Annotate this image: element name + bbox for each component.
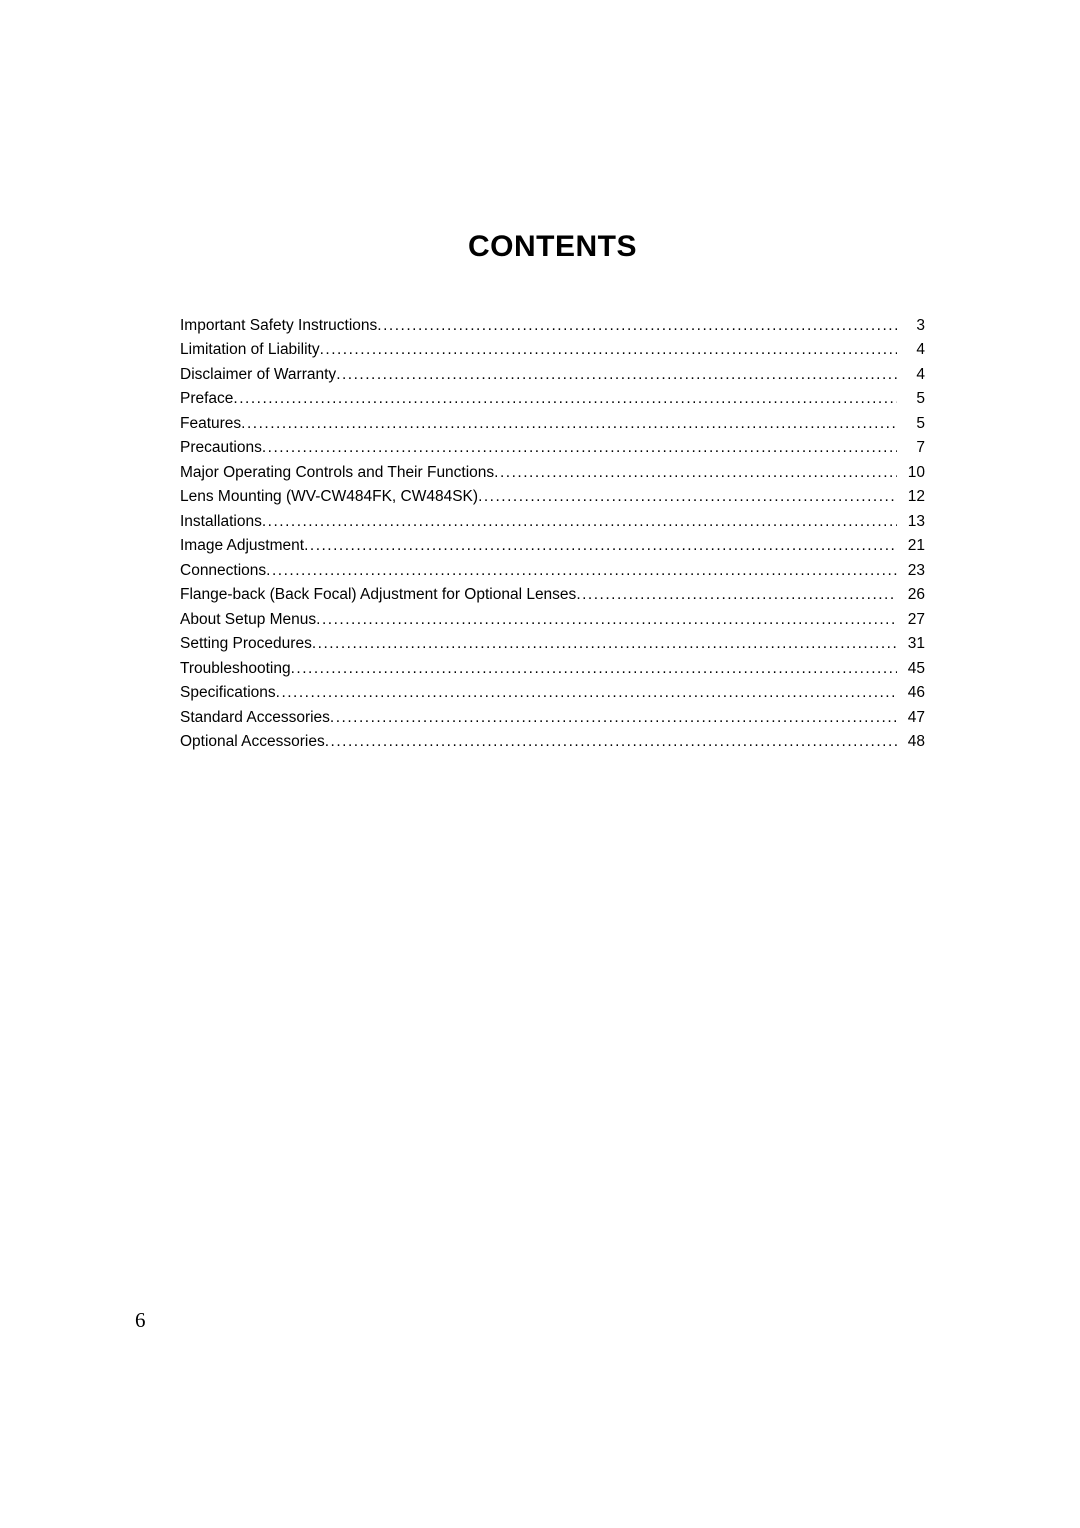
toc-leader-dots [266,559,897,583]
toc-label: Lens Mounting (WV-CW484FK, CW484SK) [180,485,478,509]
toc-row: Preface 5 [180,387,925,411]
toc-leader-dots [330,706,897,730]
toc-page-number: 23 [897,559,925,583]
toc-page-number: 12 [897,485,925,509]
toc-page-number: 46 [897,681,925,705]
toc-leader-dots [233,387,897,411]
toc-row: Installations 13 [180,510,925,534]
toc-label: Disclaimer of Warranty [180,363,336,387]
toc-leader-dots [262,436,897,460]
toc-label: Optional Accessories [180,730,325,754]
toc-row: Connections 23 [180,559,925,583]
toc-page-number: 13 [897,510,925,534]
toc-leader-dots [316,608,897,632]
toc-label: Precautions [180,436,262,460]
toc-row: Precautions 7 [180,436,925,460]
toc-leader-dots [304,534,897,558]
toc-leader-dots [262,510,897,534]
toc-label: Troubleshooting [180,657,291,681]
toc-page-number: 26 [897,583,925,607]
toc-page-number: 48 [897,730,925,754]
toc-page-number: 4 [897,363,925,387]
toc-page-number: 45 [897,657,925,681]
toc-page-number: 10 [897,461,925,485]
toc-leader-dots [241,412,897,436]
toc-leader-dots [478,485,897,509]
toc-label: Specifications [180,681,276,705]
table-of-contents: Important Safety Instructions 3Limitatio… [180,314,925,755]
toc-label: Features [180,412,241,436]
toc-row: Image Adjustment 21 [180,534,925,558]
toc-leader-dots [377,314,897,338]
toc-row: Flange-back (Back Focal) Adjustment for … [180,583,925,607]
toc-leader-dots [494,461,897,485]
toc-row: Important Safety Instructions 3 [180,314,925,338]
toc-row: Lens Mounting (WV-CW484FK, CW484SK) 12 [180,485,925,509]
toc-row: Disclaimer of Warranty 4 [180,363,925,387]
toc-page-number: 4 [897,338,925,362]
toc-row: Setting Procedures 31 [180,632,925,656]
toc-leader-dots [312,632,897,656]
toc-leader-dots [276,681,897,705]
toc-leader-dots [291,657,897,681]
page-number: 6 [135,1308,146,1333]
page-content: CONTENTS Important Safety Instructions 3… [0,0,1080,755]
toc-page-number: 5 [897,412,925,436]
toc-label: Flange-back (Back Focal) Adjustment for … [180,583,576,607]
toc-label: Installations [180,510,262,534]
toc-label: Image Adjustment [180,534,304,558]
toc-page-number: 3 [897,314,925,338]
toc-page-number: 47 [897,706,925,730]
toc-leader-dots [576,583,897,607]
toc-leader-dots [325,730,897,754]
toc-label: Standard Accessories [180,706,330,730]
contents-title: CONTENTS [180,230,925,264]
toc-leader-dots [336,363,897,387]
toc-label: About Setup Menus [180,608,316,632]
toc-row: Optional Accessories 48 [180,730,925,754]
toc-page-number: 31 [897,632,925,656]
toc-label: Preface [180,387,233,411]
toc-label: Setting Procedures [180,632,312,656]
toc-row: Features 5 [180,412,925,436]
toc-row: Limitation of Liability 4 [180,338,925,362]
toc-label: Important Safety Instructions [180,314,377,338]
toc-row: Specifications 46 [180,681,925,705]
toc-row: About Setup Menus 27 [180,608,925,632]
toc-page-number: 27 [897,608,925,632]
toc-row: Standard Accessories 47 [180,706,925,730]
toc-page-number: 21 [897,534,925,558]
toc-label: Connections [180,559,266,583]
toc-page-number: 7 [897,436,925,460]
toc-label: Limitation of Liability [180,338,320,362]
toc-leader-dots [320,338,897,362]
toc-row: Troubleshooting 45 [180,657,925,681]
toc-label: Major Operating Controls and Their Funct… [180,461,494,485]
toc-row: Major Operating Controls and Their Funct… [180,461,925,485]
toc-page-number: 5 [897,387,925,411]
